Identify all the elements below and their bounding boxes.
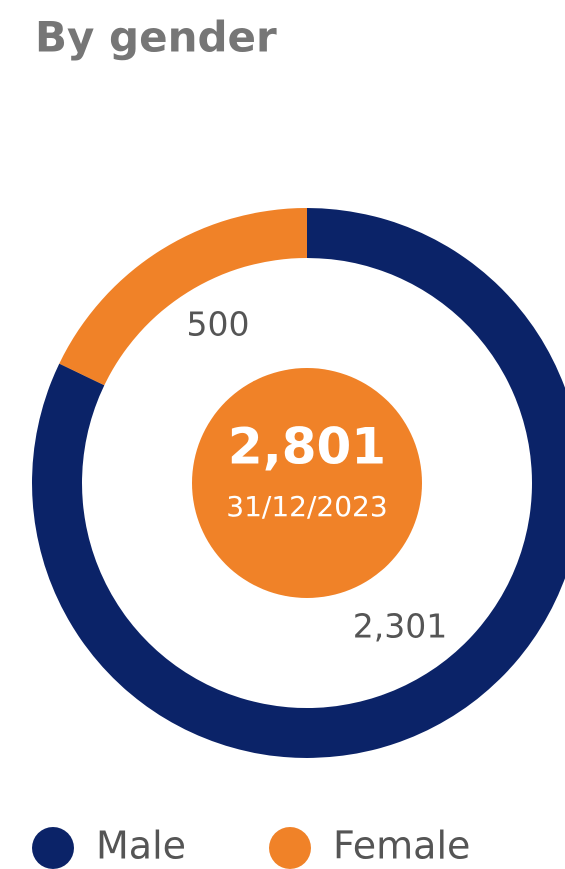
center-date: 31/12/2023 <box>226 490 387 523</box>
donut <box>32 208 565 758</box>
data-label: 500 <box>187 305 250 344</box>
chart-title: By gender <box>35 13 277 62</box>
legend-label: Female <box>333 824 470 868</box>
legend-swatch <box>32 827 74 869</box>
data-label: 2,301 <box>353 607 447 646</box>
center-value: 2,801 <box>228 418 386 476</box>
donut-segment <box>59 208 308 386</box>
center-circle <box>192 368 422 598</box>
legend-label: Male <box>96 824 186 868</box>
legend-swatch <box>269 827 311 869</box>
